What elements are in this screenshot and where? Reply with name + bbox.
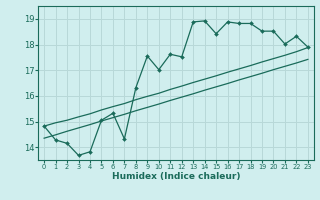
X-axis label: Humidex (Indice chaleur): Humidex (Indice chaleur): [112, 172, 240, 181]
